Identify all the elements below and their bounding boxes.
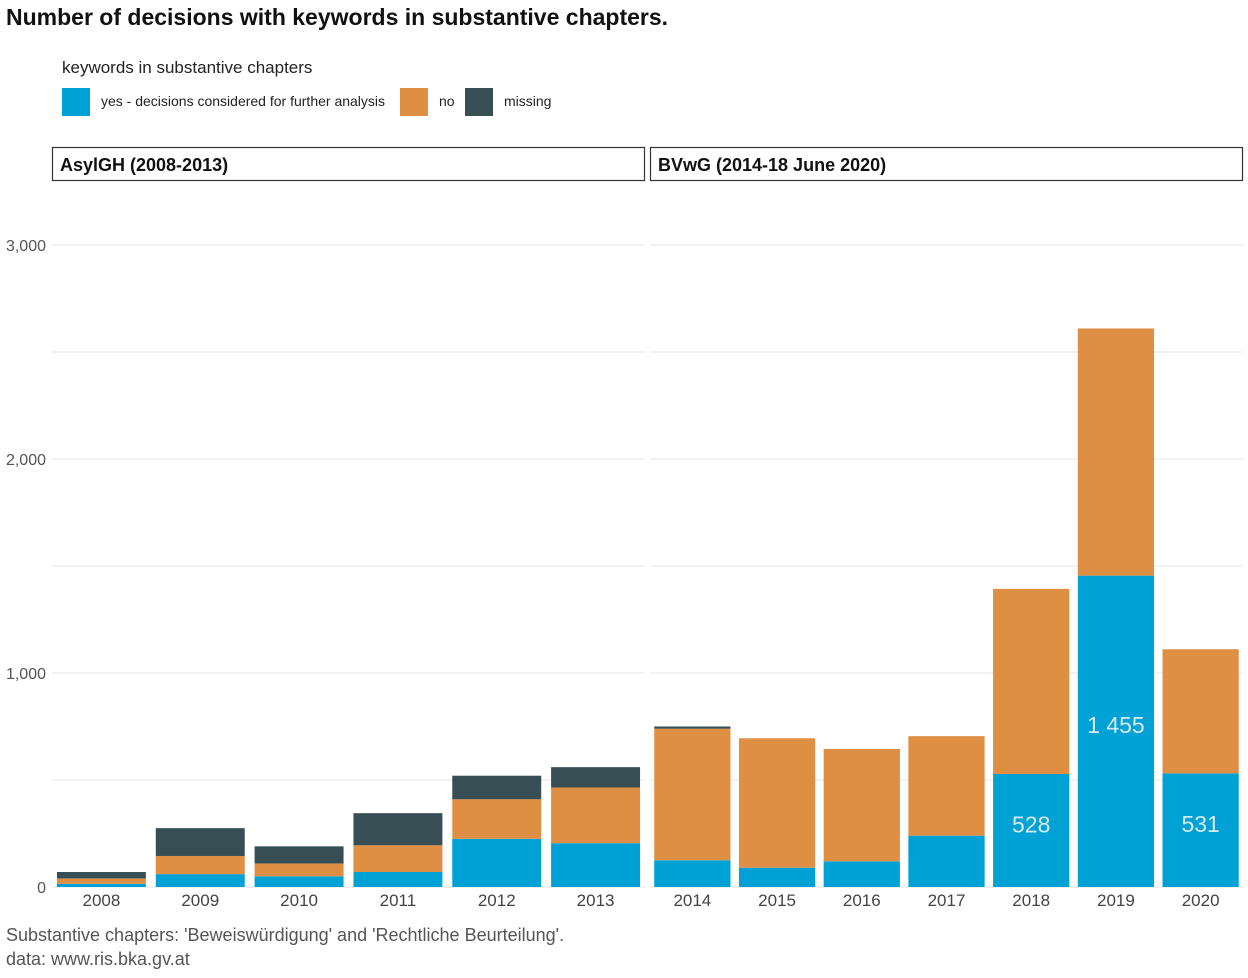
facet-strip-0 [51, 146, 646, 182]
bar-2016-no [823, 748, 900, 862]
bar-2014-missing [654, 726, 731, 729]
bar-2015-yes [738, 867, 816, 887]
legend-label-no: no [439, 93, 455, 109]
bar-2009-missing [155, 828, 245, 856]
bar-2010-no [254, 863, 344, 877]
bar-2008-missing [56, 872, 146, 879]
x-tick-label-2015: 2015 [758, 891, 796, 910]
bar-2010-yes [254, 876, 344, 887]
bar-2018-no [993, 588, 1070, 775]
legend-key-yes [62, 88, 90, 116]
bar-2010-missing [254, 846, 344, 864]
bar-value-label-2018: 528 [1012, 811, 1050, 837]
x-tick-label-2010: 2010 [280, 891, 318, 910]
facet-strip-1 [649, 146, 1244, 182]
bar-2011-yes [353, 872, 443, 887]
facet-label-0: AsylGH (2008-2013) [60, 155, 228, 175]
bar-2013-no [551, 787, 641, 844]
x-tick-label-2008: 2008 [83, 891, 121, 910]
bar-2012-no [452, 799, 542, 839]
bar-2020-yes [1162, 773, 1239, 887]
x-tick-label-2020: 2020 [1182, 891, 1220, 910]
y-tick-label: 1,000 [6, 666, 46, 683]
bar-2008-no [56, 878, 146, 884]
bar-2009-yes [155, 874, 245, 887]
bar-2020-no [1162, 649, 1239, 774]
legend-label-yes: yes - decisions considered for further a… [101, 93, 386, 109]
bar-value-label-2020: 531 [1181, 811, 1219, 837]
legend-title: keywords in substantive chapters [62, 58, 313, 77]
legend-key-missing [465, 88, 493, 116]
x-tick-label-2016: 2016 [843, 891, 881, 910]
bar-2014-yes [654, 860, 731, 887]
legend-key-no [400, 88, 428, 116]
bar-2018-yes [993, 774, 1070, 887]
bar-value-label-2019: 1 455 [1087, 712, 1145, 738]
bar-2013-missing [551, 767, 641, 788]
bar-2011-missing [353, 813, 443, 846]
bar-2009-no [155, 855, 245, 875]
y-tick-label: 0 [37, 880, 46, 897]
bar-2015-no [738, 738, 816, 868]
bar-2016-yes [823, 861, 900, 887]
x-tick-label-2013: 2013 [577, 891, 615, 910]
bar-2017-no [908, 736, 985, 836]
caption-chapters: Substantive chapters: 'Beweiswürdigung' … [6, 925, 565, 945]
facet-label-1: BVwG (2014-18 June 2020) [658, 155, 886, 175]
y-tick-label: 3,000 [6, 238, 46, 255]
x-tick-label-2011: 2011 [380, 891, 417, 910]
bar-2011-no [353, 845, 443, 873]
bar-2014-no [654, 728, 731, 861]
bar-2013-yes [551, 843, 641, 887]
x-tick-label-2014: 2014 [673, 891, 711, 910]
x-tick-label-2012: 2012 [478, 891, 516, 910]
bar-2019-no [1077, 328, 1155, 576]
y-tick-label: 2,000 [6, 452, 46, 469]
bar-2017-yes [908, 835, 985, 887]
caption-source: data: www.ris.bka.gv.at [6, 949, 190, 969]
x-tick-label-2017: 2017 [928, 891, 966, 910]
x-tick-label-2019: 2019 [1097, 891, 1135, 910]
x-tick-label-2009: 2009 [181, 891, 219, 910]
legend-label-missing: missing [504, 93, 552, 109]
bar-2019-yes [1077, 575, 1155, 887]
bar-2012-yes [452, 838, 542, 887]
bar-2008-yes [56, 883, 146, 887]
bar-2012-missing [452, 775, 542, 800]
x-tick-label-2018: 2018 [1012, 891, 1050, 910]
chart-title: Number of decisions with keywords in sub… [6, 4, 669, 30]
